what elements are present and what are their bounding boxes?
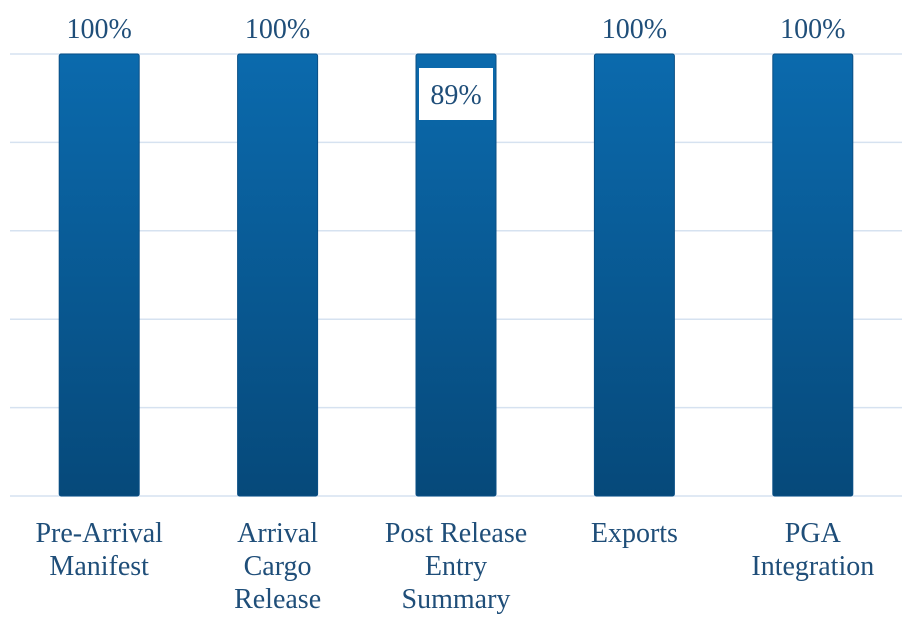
bar (772, 53, 854, 497)
bar (237, 53, 319, 497)
category-label-line: Entry (425, 551, 487, 582)
data-label: 100% (602, 14, 667, 45)
category-label-line: Arrival (237, 518, 318, 549)
category-label-line: Cargo (244, 551, 312, 582)
category-labels: Pre-Arrival Manifest Arrival Cargo Release Po… (35, 518, 874, 615)
data-label-box (419, 68, 493, 120)
data-labels: 100% 100% 89% 100% 100% (67, 14, 845, 120)
category-label: Arrival Cargo Release (234, 518, 321, 615)
category-label: PGA Integration (751, 518, 874, 582)
category-label-line: Post Release (385, 518, 527, 549)
data-label: 100% (245, 14, 310, 45)
category-label-line: Integration (751, 551, 874, 582)
data-label: 89% (430, 80, 481, 111)
bar (593, 53, 675, 497)
category-label-line: Manifest (49, 551, 149, 582)
bar (58, 53, 140, 497)
bar (415, 53, 497, 497)
category-label-line: Pre-Arrival (35, 518, 163, 549)
data-label: 100% (67, 14, 132, 45)
bars (58, 53, 854, 497)
category-label-line: Release (234, 584, 321, 615)
category-label: Exports (591, 518, 678, 549)
category-label-line: PGA (785, 518, 842, 549)
data-label: 100% (780, 14, 845, 45)
category-label: Pre-Arrival Manifest (35, 518, 163, 582)
category-label: Post Release Entry Summary (385, 518, 527, 615)
category-label-line: Summary (402, 584, 511, 615)
category-label-line: Exports (591, 518, 678, 549)
